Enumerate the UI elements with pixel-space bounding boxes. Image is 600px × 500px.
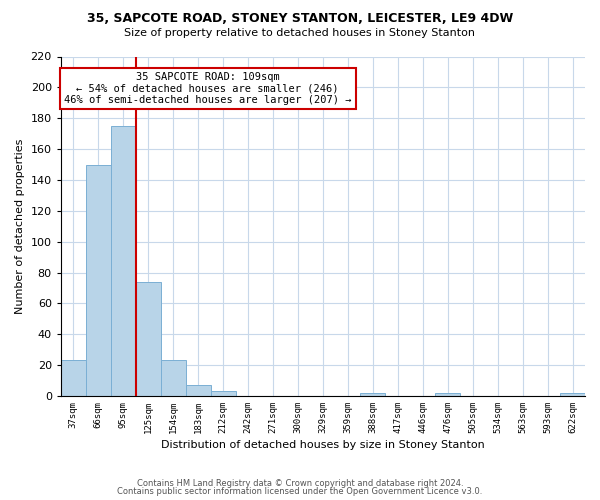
Bar [136, 282, 161, 396]
Text: Size of property relative to detached houses in Stoney Stanton: Size of property relative to detached ho… [125, 28, 476, 38]
Bar [86, 164, 111, 396]
Text: Contains public sector information licensed under the Open Government Licence v3: Contains public sector information licen… [118, 487, 482, 496]
Bar [435, 393, 460, 396]
Text: Contains HM Land Registry data © Crown copyright and database right 2024.: Contains HM Land Registry data © Crown c… [137, 478, 463, 488]
X-axis label: Distribution of detached houses by size in Stoney Stanton: Distribution of detached houses by size … [161, 440, 485, 450]
Bar [161, 360, 185, 396]
Text: 35 SAPCOTE ROAD: 109sqm
← 54% of detached houses are smaller (246)
46% of semi-d: 35 SAPCOTE ROAD: 109sqm ← 54% of detache… [64, 72, 352, 105]
Bar [111, 126, 136, 396]
Y-axis label: Number of detached properties: Number of detached properties [15, 138, 25, 314]
Bar [361, 393, 385, 396]
Bar [211, 392, 236, 396]
Bar [61, 360, 86, 396]
Bar [185, 385, 211, 396]
Text: 35, SAPCOTE ROAD, STONEY STANTON, LEICESTER, LE9 4DW: 35, SAPCOTE ROAD, STONEY STANTON, LEICES… [87, 12, 513, 26]
Bar [560, 393, 585, 396]
